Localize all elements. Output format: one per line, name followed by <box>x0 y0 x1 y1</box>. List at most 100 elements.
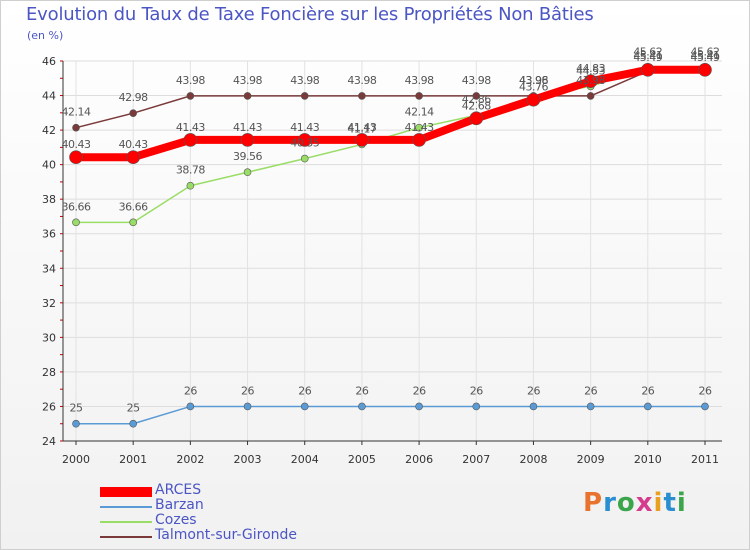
data-label-arces: 41.43 <box>176 121 205 134</box>
y-tick-label: 28 <box>42 366 56 379</box>
legend-swatch-cozes <box>100 521 152 523</box>
legend-label-barzan: Barzan <box>155 497 204 513</box>
point-arces <box>583 74 598 89</box>
data-label-barzan: 26 <box>470 384 483 397</box>
x-tick-label: 2006 <box>405 453 433 466</box>
y-tick-label: 40 <box>42 159 56 172</box>
point-talmont-sur-gironde <box>415 92 423 100</box>
point-barzan <box>243 402 252 411</box>
data-label-barzan: 25 <box>70 402 83 415</box>
data-label-barzan: 26 <box>355 384 368 397</box>
logo-letter: i <box>653 488 664 518</box>
y-tick-label: 32 <box>42 297 56 310</box>
x-tick-label: 2004 <box>291 453 319 466</box>
point-barzan <box>701 402 709 411</box>
y-tick-label: 30 <box>42 331 56 344</box>
point-talmont-sur-gironde <box>300 92 309 100</box>
proxiti-logo: Proxiti <box>583 488 687 518</box>
data-label-arces: 41.43 <box>233 121 262 134</box>
data-label-arces: 41.43 <box>347 121 376 134</box>
point-barzan <box>300 402 309 411</box>
point-cozes <box>300 154 309 163</box>
point-barzan <box>586 402 595 411</box>
logo-letter: r <box>603 488 617 518</box>
point-barzan <box>415 402 423 411</box>
logo-letter: t <box>663 488 677 518</box>
x-tick-label: 2002 <box>176 453 204 466</box>
data-label-talmont-sur-gironde: 43.98 <box>405 74 434 87</box>
chart-title: Evolution du Taux de Taxe Foncière sur l… <box>26 4 594 25</box>
data-label-barzan: 26 <box>184 384 197 397</box>
series-line-barzan <box>75 405 706 425</box>
data-label-cozes: 36.66 <box>62 200 91 213</box>
data-label-cozes: 41.17 <box>347 122 376 135</box>
data-label-barzan: 26 <box>699 384 712 397</box>
data-label-cozes: 39.56 <box>233 150 262 163</box>
data-label-barzan: 26 <box>641 384 654 397</box>
point-talmont-sur-gironde <box>586 92 595 100</box>
series-lines <box>72 65 709 425</box>
data-label-cozes: 44.53 <box>576 64 605 77</box>
axes: 24 26 28 30 32 34 36 38 40 42 44 46 2000 2001 2002 2003… <box>42 55 722 466</box>
point-barzan <box>529 402 538 411</box>
data-label-barzan: 26 <box>584 384 597 397</box>
x-tick-label: 2009 <box>577 453 605 466</box>
legend-label-talmont: Talmont-sur-Gironde <box>155 527 298 543</box>
point-talmont-sur-gironde <box>72 123 80 132</box>
point-talmont-sur-gironde <box>129 109 137 117</box>
legend-swatch-arces <box>100 487 152 497</box>
point-arces <box>526 92 541 107</box>
data-label-talmont-sur-gironde: 42.98 <box>119 91 148 104</box>
point-arces <box>641 63 655 77</box>
point-barzan <box>358 402 366 411</box>
point-barzan <box>186 402 195 411</box>
legend-swatch-barzan <box>100 506 152 508</box>
point-cozes <box>415 123 423 132</box>
point-arces <box>698 63 712 77</box>
data-label-arces: 42.68 <box>462 99 491 112</box>
point-barzan <box>129 419 137 428</box>
point-cozes <box>72 218 80 227</box>
x-tick-label: 2005 <box>348 453 376 466</box>
x-tick-label: 2007 <box>462 453 490 466</box>
data-label-arces: 43.76 <box>519 81 548 94</box>
y-tick-label: 46 <box>42 55 56 68</box>
point-barzan <box>472 402 481 411</box>
legend-label-cozes: Cozes <box>155 512 197 528</box>
y-tick-label: 24 <box>42 435 56 448</box>
grid <box>63 60 722 442</box>
point-barzan <box>72 419 80 428</box>
logo-letter: x <box>635 488 654 518</box>
x-tick-label: 2010 <box>634 453 662 466</box>
series-line-talmont-sur-gironde <box>75 70 706 129</box>
series-points <box>69 63 712 428</box>
data-label-cozes: 38.78 <box>176 164 205 177</box>
y-tick-label: 34 <box>42 262 56 275</box>
point-cozes <box>243 168 252 177</box>
data-label-arces: 40.43 <box>119 138 148 151</box>
data-label-arces: 44.83 <box>576 62 605 75</box>
data-label-talmont-sur-gironde: 43.98 <box>519 74 548 87</box>
point-cozes <box>186 181 195 190</box>
data-label-cozes: 42.86 <box>462 93 491 106</box>
data-label-talmont-sur-gironde: 43.98 <box>290 74 319 87</box>
x-tick-label: 2011 <box>691 453 719 466</box>
data-label-cozes: 36.66 <box>119 200 148 213</box>
point-arces <box>183 133 198 147</box>
legend-swatch-talmont <box>100 536 152 538</box>
data-label-cozes: 43.96 <box>519 74 548 87</box>
data-label-cozes: 45.62 <box>691 46 720 59</box>
point-talmont-sur-gironde <box>472 92 481 100</box>
data-label-cozes: 45.62 <box>633 46 662 59</box>
point-talmont-sur-gironde <box>186 92 195 100</box>
x-tick-label: 2000 <box>62 453 90 466</box>
data-label-talmont-sur-gironde: 43.98 <box>176 74 205 87</box>
data-label-barzan: 26 <box>413 384 426 397</box>
data-label-talmont-sur-gironde: 43.98 <box>347 74 376 87</box>
point-barzan <box>644 402 652 411</box>
data-label-cozes: 42.14 <box>405 106 434 119</box>
point-arces <box>469 111 484 126</box>
x-tick-label: 2003 <box>234 453 262 466</box>
